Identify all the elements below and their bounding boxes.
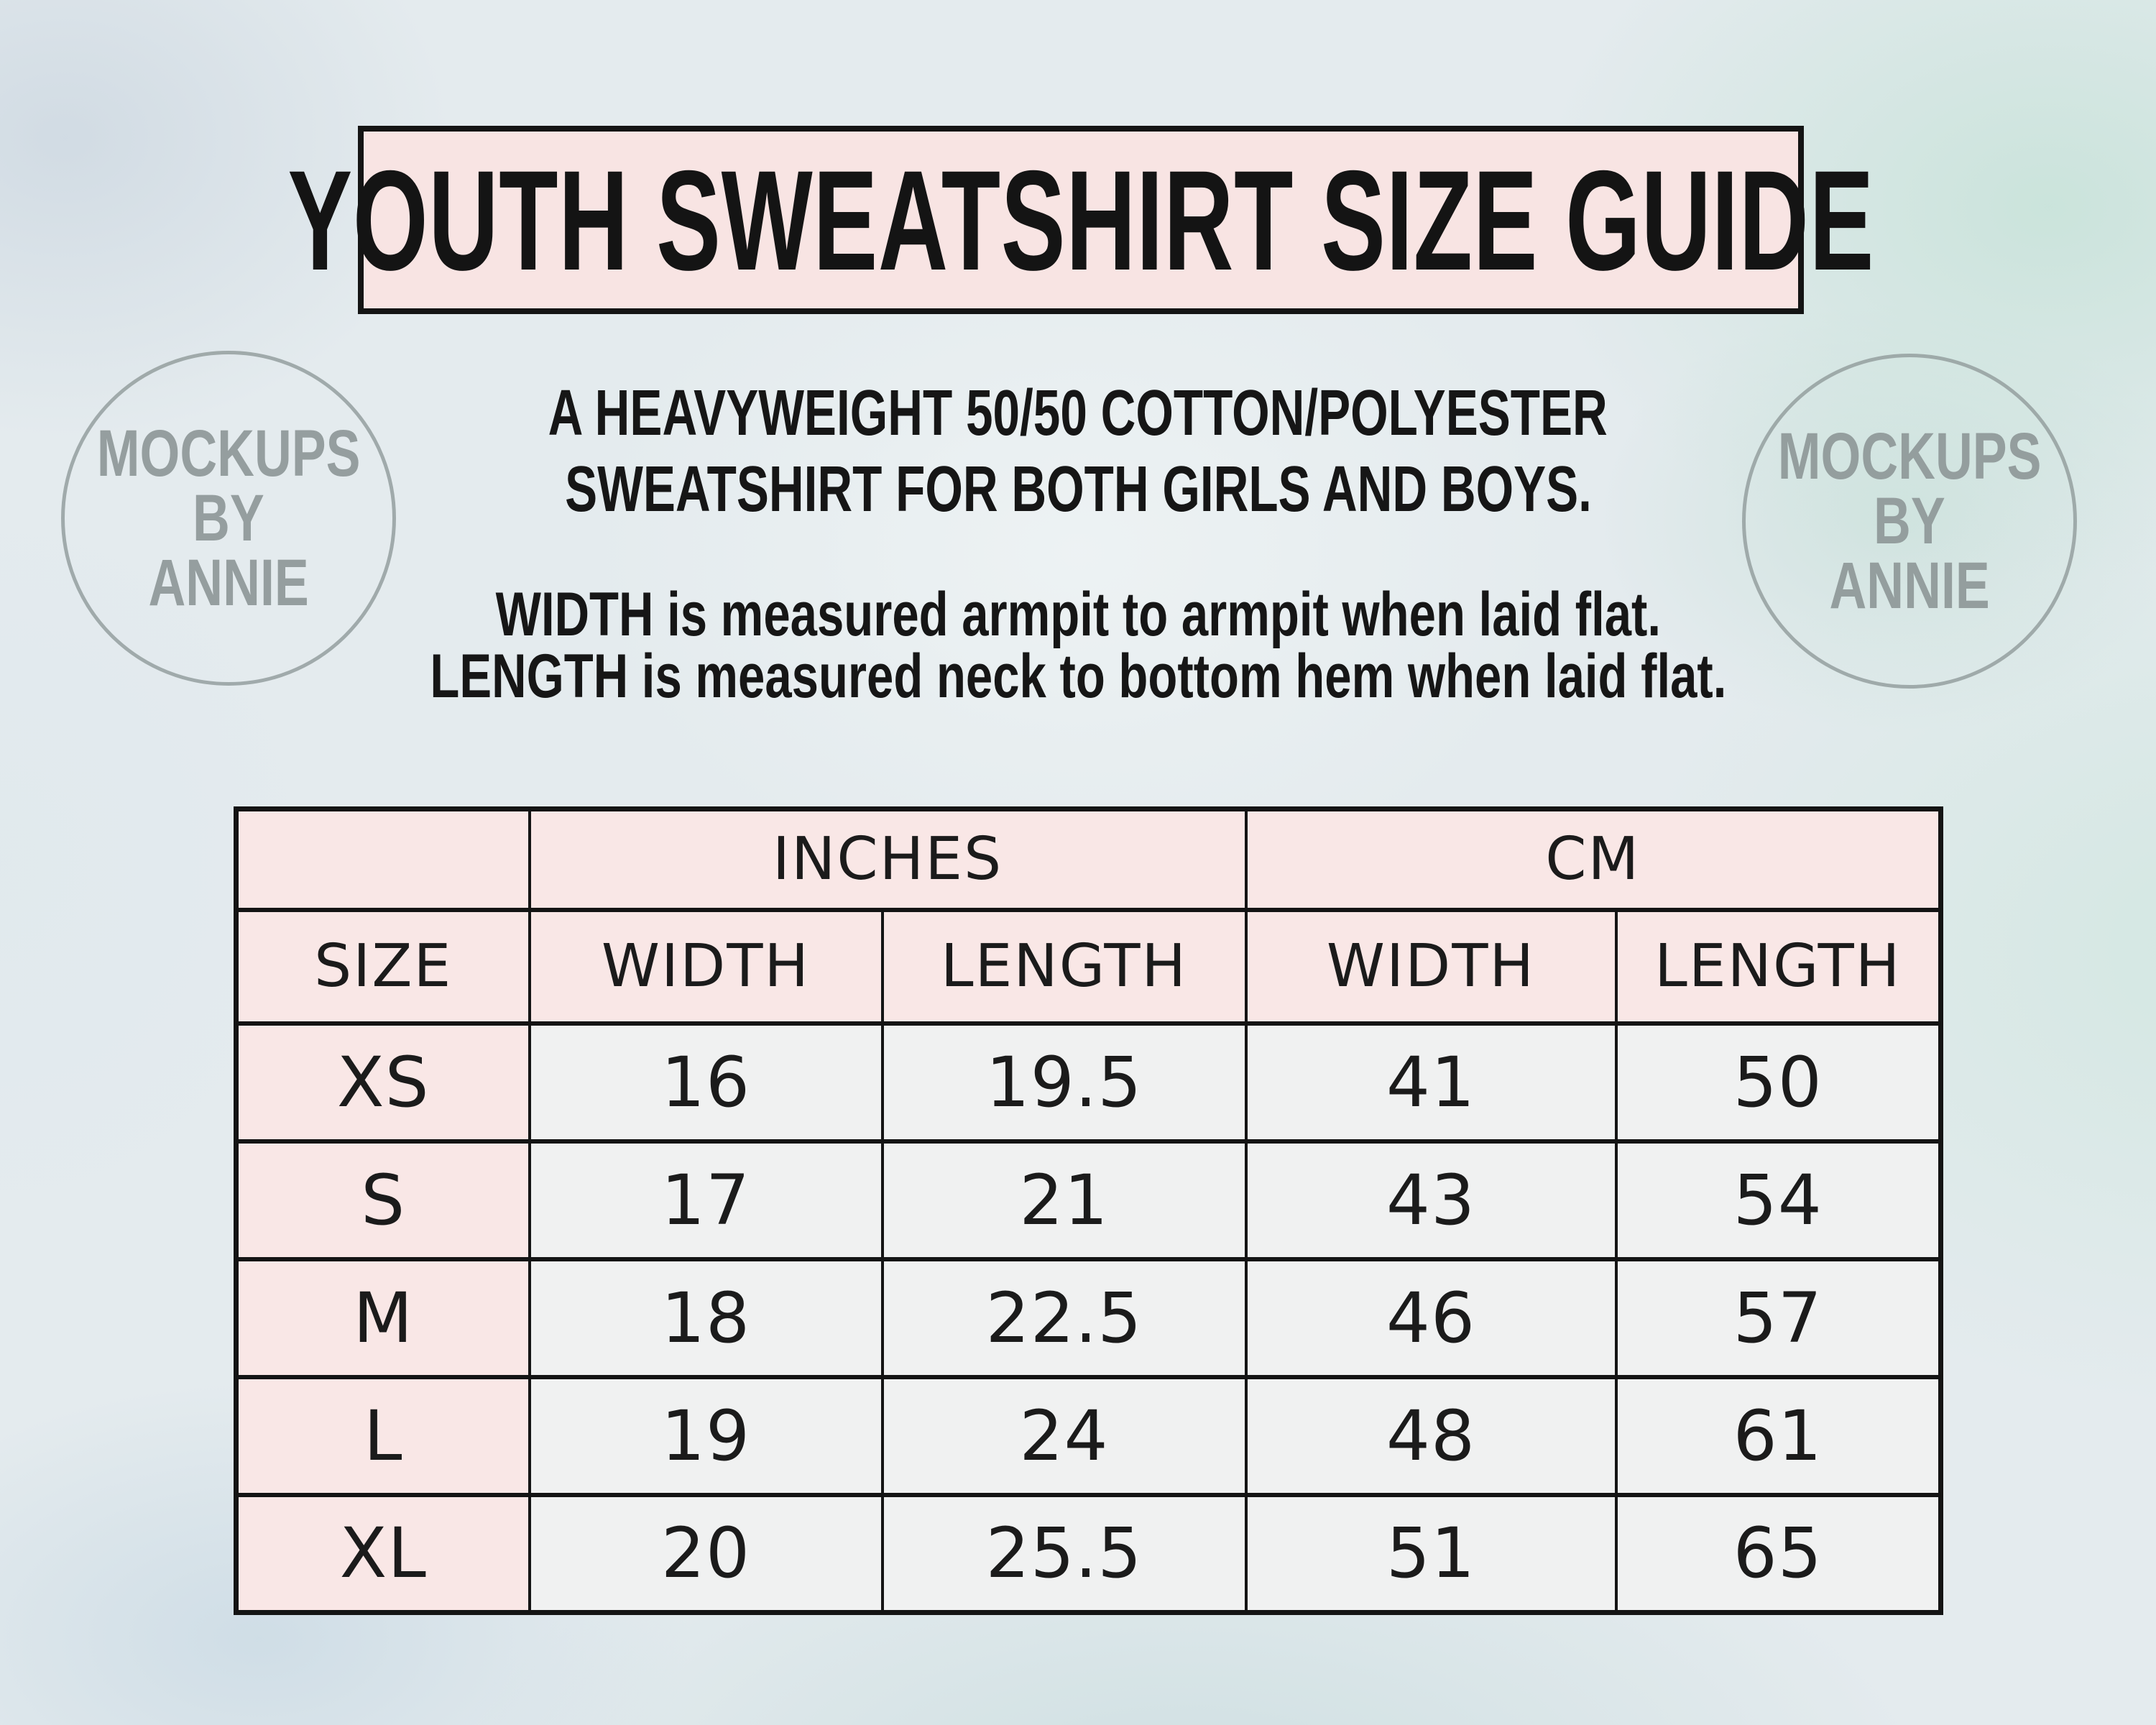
inches-width-cell: 17 xyxy=(528,1138,884,1261)
watermark-line: MOCKUPS xyxy=(1777,419,2042,493)
table-row-s: S 17 21 43 54 xyxy=(234,1138,1943,1261)
cm-length-cell: 65 xyxy=(1614,1492,1943,1614)
length-note: LENGTH is measured neck to bottom hem wh… xyxy=(0,641,2156,711)
title-banner: YOUTH SWEATSHIRT SIZE GUIDE xyxy=(287,126,1874,314)
inches-length-header: LENGTH xyxy=(880,907,1248,1025)
description-line-2: SWEATSHIRT FOR BOTH GIRLS AND BOYS. xyxy=(0,453,2156,529)
inches-length-cell: 22.5 xyxy=(880,1256,1248,1379)
inches-width-cell: 19 xyxy=(528,1374,884,1496)
cm-width-cell: 41 xyxy=(1244,1021,1618,1143)
description-line-1: A HEAVYWEIGHT 50/50 COTTON/POLYESTER xyxy=(0,377,2156,453)
watermark-line: BY xyxy=(1874,484,1945,558)
column-group-inches: INCHES xyxy=(528,806,1248,911)
watermark-line: ANNIE xyxy=(1829,549,1990,623)
inches-length-cell: 21 xyxy=(880,1138,1248,1261)
watermark-line: ANNIE xyxy=(148,546,309,620)
inches-width-header: WIDTH xyxy=(528,907,884,1025)
size-label-cell: L xyxy=(234,1374,531,1496)
table-corner-cell xyxy=(234,806,531,911)
description-text: A HEAVYWEIGHT 50/50 COTTON/POLYESTER xyxy=(548,377,1608,449)
size-label-cell: XL xyxy=(234,1492,531,1614)
width-note-text: WIDTH is measured armpit to armpit when … xyxy=(495,580,1661,649)
inches-length-cell: 24 xyxy=(880,1374,1248,1496)
cm-width-cell: 46 xyxy=(1244,1256,1618,1379)
cm-width-header: WIDTH xyxy=(1244,907,1618,1025)
cm-length-cell: 61 xyxy=(1614,1374,1943,1496)
watermark-line: MOCKUPS xyxy=(96,416,361,490)
table-row-xs: XS 16 19.5 41 50 xyxy=(234,1021,1943,1143)
product-description: A HEAVYWEIGHT 50/50 COTTON/POLYESTER SWE… xyxy=(0,377,2156,529)
table-row-m: M 18 22.5 46 57 xyxy=(234,1256,1943,1379)
cm-length-cell: 50 xyxy=(1614,1021,1943,1143)
cm-width-cell: 48 xyxy=(1244,1374,1618,1496)
inches-width-cell: 16 xyxy=(528,1021,884,1143)
watermark-left: MOCKUPS BY ANNIE xyxy=(61,351,396,686)
watermark-right: MOCKUPS BY ANNIE xyxy=(1742,354,2077,689)
watermark-line: BY xyxy=(193,481,264,555)
inches-width-cell: 18 xyxy=(528,1256,884,1379)
size-label-cell: XS xyxy=(234,1021,531,1143)
unit-header-row: INCHES CM xyxy=(234,806,1943,911)
size-column-header: SIZE xyxy=(234,907,531,1025)
size-label-cell: S xyxy=(234,1138,531,1261)
measurement-notes: WIDTH is measured armpit to armpit when … xyxy=(0,579,2156,711)
cm-width-cell: 51 xyxy=(1244,1492,1618,1614)
inches-length-cell: 19.5 xyxy=(880,1021,1248,1143)
inches-length-cell: 25.5 xyxy=(880,1492,1248,1614)
description-text: SWEATSHIRT FOR BOTH GIRLS AND BOYS. xyxy=(564,454,1592,525)
cm-length-header: LENGTH xyxy=(1614,907,1943,1025)
length-note-text: LENGTH is measured neck to bottom hem wh… xyxy=(430,642,1726,711)
cm-length-cell: 54 xyxy=(1614,1138,1943,1261)
inches-width-cell: 20 xyxy=(528,1492,884,1614)
cm-width-cell: 43 xyxy=(1244,1138,1618,1261)
page-title: YOUTH SWEATSHIRT SIZE GUIDE xyxy=(287,140,1874,300)
table-row-xl: XL 20 25.5 51 65 xyxy=(234,1492,1943,1614)
width-note: WIDTH is measured armpit to armpit when … xyxy=(0,579,2156,649)
size-label-cell: M xyxy=(234,1256,531,1379)
column-header-row: SIZE WIDTH LENGTH WIDTH LENGTH xyxy=(234,907,1943,1025)
cm-length-cell: 57 xyxy=(1614,1256,1943,1379)
table-row-l: L 19 24 48 61 xyxy=(234,1374,1943,1496)
column-group-cm: CM xyxy=(1244,806,1943,911)
size-table: INCHES CM SIZE WIDTH LENGTH WIDTH LENGTH… xyxy=(234,806,1944,1615)
